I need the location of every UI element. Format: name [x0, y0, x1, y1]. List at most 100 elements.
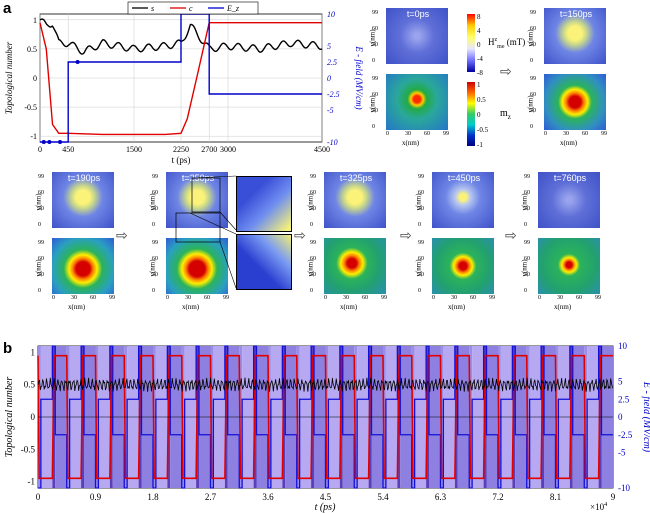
- snapshot-ytick: 30: [38, 206, 44, 212]
- panel-a-ylabel-right: E - field (MV/cm): [354, 45, 364, 109]
- snapshot-ytick: 99: [372, 76, 378, 82]
- snapshot-ytick: 30: [372, 108, 378, 114]
- snapshot-ytick: 30: [152, 272, 158, 278]
- m-tick-1: 0.5: [477, 96, 486, 104]
- m-tick-0: 1: [477, 81, 481, 89]
- snapshot-ytick: 30: [310, 206, 316, 212]
- b-xtick-label: 2.7: [205, 492, 217, 502]
- snapshot-ylabel: y(nm): [414, 259, 423, 277]
- snapshot-xtick: 99: [443, 131, 449, 137]
- a-xtick-label: 2700: [201, 145, 217, 154]
- snapshot-ylabel: y(nm): [526, 29, 535, 47]
- snapshot-time-label: t=0ps: [406, 9, 430, 19]
- snapshot-mz-map: [544, 74, 606, 130]
- b-xtick-label: 7.2: [492, 492, 503, 502]
- panel-a-xlabel: t (ps): [172, 155, 191, 165]
- m-colorbar: [467, 82, 475, 146]
- panel-b-x-multiplier: ×104: [590, 502, 607, 512]
- snapshot-ytick: 30: [418, 206, 424, 212]
- zoom-inset-top: [236, 176, 292, 232]
- panel-a-legend: s c E_z: [127, 1, 259, 15]
- snapshot-ylabel: y(nm): [520, 193, 529, 211]
- snapshot-ytick: 99: [310, 174, 316, 180]
- a-ez-marker: [58, 140, 63, 144]
- a-ez-marker: [47, 140, 52, 144]
- snapshot-xtick: 60: [90, 295, 96, 301]
- panel-b-ylabel-left: Topological number: [4, 377, 15, 458]
- snapshot-ytick: 0: [152, 288, 155, 294]
- snapshot-mz-map: [432, 238, 494, 294]
- b-ytick-right: 10: [618, 341, 628, 351]
- snapshot-ytick: 0: [530, 124, 533, 130]
- arrow-icon-2: ⇨: [116, 229, 128, 244]
- snapshot-ytick: 60: [530, 92, 536, 98]
- snapshot-ytick: 0: [418, 222, 421, 228]
- a-ytick-right: 0: [327, 74, 331, 83]
- b-ytick-left: 0: [31, 412, 36, 422]
- snapshot-ytick: 60: [38, 256, 44, 262]
- snapshot-ytick: 99: [152, 240, 158, 246]
- a-xtick-label: 4500: [314, 145, 330, 154]
- a-xtick-label: 3000: [220, 145, 236, 154]
- m-tick-2: 0: [477, 111, 481, 119]
- b-xtick-label: 6.3: [435, 492, 447, 502]
- arrow-icon-4: ⇨: [400, 229, 412, 244]
- x-multiplier-exp: 4: [604, 502, 607, 508]
- zoom-inset-bottom: [236, 234, 292, 290]
- b-series-ez: [38, 345, 613, 489]
- snapshot-xtick: 60: [362, 295, 368, 301]
- snapshot-xtick: 60: [424, 131, 430, 137]
- snapshot-ytick: 99: [530, 76, 536, 82]
- snapshot-xlabel: x(nm): [554, 303, 572, 311]
- snapshot-time-label: t=250ps: [181, 173, 215, 183]
- snapshot-ylabel: y(nm): [526, 95, 535, 113]
- b-ytick-right: -5: [618, 448, 626, 458]
- b-xtick-label: 1.8: [147, 492, 159, 502]
- panel-b-letter: b: [3, 340, 13, 357]
- b-xtick-label: 0: [36, 492, 41, 502]
- legend-ez: E_z: [226, 4, 240, 13]
- h-tick-0: 8: [477, 13, 481, 21]
- snapshot-xtick: 0: [324, 295, 327, 301]
- snapshot-xlabel: x(nm): [560, 139, 578, 147]
- snapshot-time-label: t=760ps: [553, 173, 587, 183]
- snapshot-xlabel: x(nm): [68, 303, 86, 311]
- snapshot-xtick: 0: [538, 295, 541, 301]
- panel-b-ylabel-right: E - field (MV/cm): [641, 381, 650, 453]
- snapshot-xlabel: x(nm): [448, 303, 466, 311]
- snapshot-panel: t=0ps 99 60 30 0 99 60 30 0 0 30 60 99 x(nm) y(nm) y(nm…: [369, 8, 456, 158]
- snapshot-xlabel: x(nm): [182, 303, 200, 311]
- h-tick-2: 0: [477, 41, 481, 49]
- m-colorbar-ticks: 1 0.5 0 -0.5 -1: [477, 78, 488, 153]
- snapshot-ytick: 0: [530, 58, 533, 64]
- b-xtick-label: 3.6: [262, 492, 274, 502]
- snapshot-ytick: 99: [524, 240, 530, 246]
- h-colorbar-label: Hzme (mT): [488, 37, 525, 50]
- snapshot-xtick: 99: [109, 295, 115, 301]
- a-xtick-label: 0: [38, 145, 42, 154]
- snapshot-ytick: 99: [524, 174, 530, 180]
- snapshot-xtick: 30: [563, 131, 569, 137]
- snapshot-xtick: 60: [576, 295, 582, 301]
- snapshot-ylabel: y(nm): [148, 193, 157, 211]
- legend-c: c: [189, 4, 193, 13]
- snapshot-h-field-map: [538, 172, 600, 228]
- snapshot-ytick: 30: [372, 42, 378, 48]
- a-series-ez: [40, 13, 322, 143]
- a-ytick-left: 0.5: [27, 45, 37, 54]
- snapshot-xtick: 0: [544, 131, 547, 137]
- panel-b-curves: [37, 345, 614, 489]
- arrow-icon-1: ⇨: [500, 65, 512, 80]
- snapshot-ytick: 60: [418, 256, 424, 262]
- panel-b-xlabel: t (ps): [315, 502, 337, 513]
- snapshot-xtick: 99: [595, 295, 601, 301]
- b-series-s: [37, 377, 614, 392]
- snapshot-ytick: 60: [152, 256, 158, 262]
- a-xtick-label: 1500: [126, 145, 142, 154]
- snapshot-xtick: 30: [557, 295, 563, 301]
- snapshot-ytick: 99: [38, 174, 44, 180]
- snapshot-h-field-map: [324, 172, 386, 228]
- legend-s: s: [151, 4, 154, 13]
- b-ytick-left: -0.5: [21, 444, 36, 454]
- snapshot-xtick: 0: [166, 295, 169, 301]
